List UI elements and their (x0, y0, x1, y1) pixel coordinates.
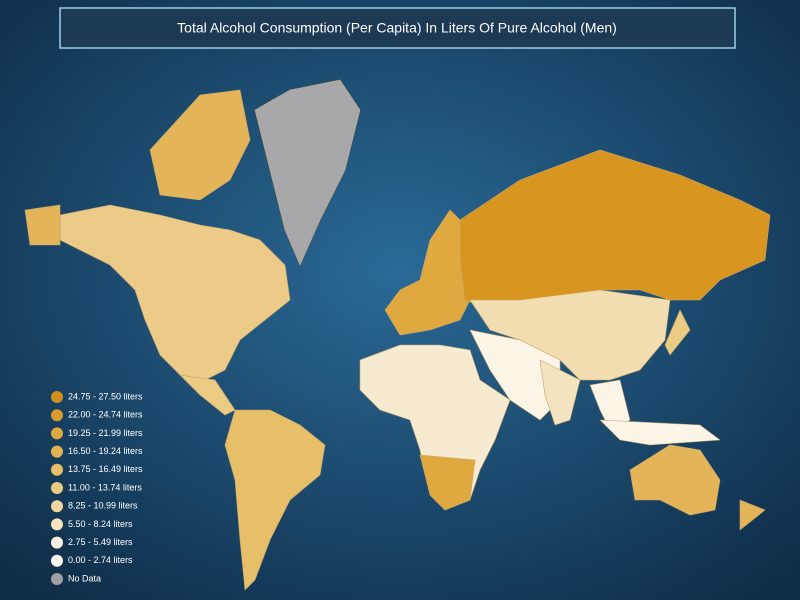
legend-swatch (51, 500, 63, 513)
legend-swatch (51, 536, 63, 549)
legend-label: 24.75 - 27.50 liters (68, 391, 143, 401)
alaska (24, 204, 61, 246)
legend: 24.75 - 27.50 liters 22.00 - 24.74 liters… (51, 391, 143, 585)
legend-swatch (51, 463, 63, 476)
legend-swatch (51, 518, 63, 531)
north-america (59, 204, 291, 381)
legend-label: 19.25 - 21.99 liters (68, 428, 143, 438)
arctic-islands (149, 89, 251, 201)
legend-label: No Data (68, 573, 101, 583)
legend-label: 16.50 - 19.24 liters (68, 446, 143, 456)
legend-label: 22.00 - 24.74 liters (68, 410, 143, 420)
japan (664, 309, 691, 356)
indonesia (599, 419, 721, 446)
legend-label: 5.50 - 8.24 liters (68, 519, 133, 529)
world-map (24, 79, 771, 591)
south-america (224, 409, 326, 591)
title: Total Alcohol Consumption (Per Capita) I… (177, 20, 617, 36)
legend-swatch (51, 482, 63, 494)
legend-label: 0.00 - 2.74 liters (68, 555, 133, 565)
legend-swatch (51, 409, 63, 422)
legend-swatch (51, 573, 63, 585)
legend-label: 13.75 - 16.49 liters (68, 464, 143, 474)
legend-swatch (51, 391, 63, 403)
legend-label: 8.25 - 10.99 liters (68, 501, 138, 511)
legend-swatch (51, 427, 63, 440)
new-zealand (739, 499, 766, 531)
legend-label: 2.75 - 5.49 liters (68, 537, 133, 547)
australia (629, 444, 721, 516)
legend-label: 11.00 - 13.74 liters (68, 482, 142, 492)
title-box (59, 7, 736, 49)
legend-swatch (51, 445, 63, 458)
greenland (254, 79, 361, 266)
southern-africa (419, 454, 476, 511)
central-america (179, 374, 236, 416)
legend-swatch (51, 554, 63, 567)
asia (469, 289, 671, 381)
india (539, 359, 581, 426)
